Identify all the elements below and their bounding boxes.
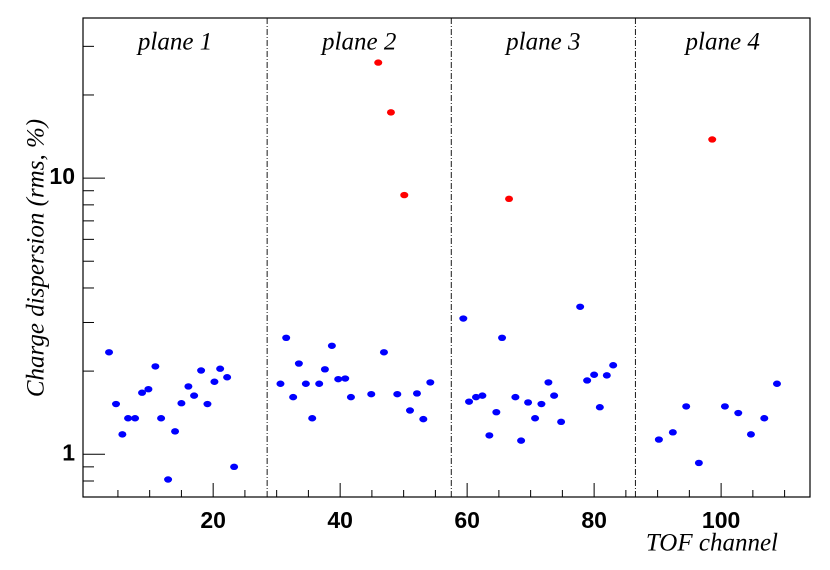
point bbox=[216, 365, 225, 372]
plane-label: plane 1 bbox=[136, 29, 212, 56]
plane-label: plane 3 bbox=[504, 29, 580, 56]
point bbox=[760, 415, 769, 422]
point bbox=[576, 303, 585, 310]
point bbox=[151, 363, 160, 370]
plane-label: plane 4 bbox=[684, 29, 760, 56]
point bbox=[379, 349, 388, 356]
point bbox=[124, 415, 133, 422]
point bbox=[320, 366, 329, 373]
y-axis-title: Charge dispersion (rms, %) bbox=[23, 119, 50, 397]
point bbox=[138, 389, 147, 396]
point bbox=[694, 459, 703, 467]
point bbox=[557, 418, 566, 426]
point bbox=[223, 374, 232, 381]
point bbox=[203, 400, 212, 408]
point bbox=[590, 371, 599, 378]
point bbox=[609, 362, 618, 369]
point bbox=[682, 403, 691, 410]
point bbox=[405, 407, 414, 414]
x-tick-label: 100 bbox=[702, 507, 740, 533]
point bbox=[537, 400, 546, 408]
point bbox=[341, 375, 350, 382]
point bbox=[583, 377, 592, 384]
point bbox=[346, 393, 355, 401]
point bbox=[472, 393, 481, 401]
point bbox=[708, 136, 717, 143]
point bbox=[315, 380, 324, 387]
point bbox=[334, 375, 343, 383]
plot-frame bbox=[82, 17, 811, 498]
point bbox=[419, 415, 428, 423]
point bbox=[602, 372, 611, 379]
point bbox=[492, 408, 501, 416]
point bbox=[157, 415, 166, 422]
point bbox=[459, 315, 468, 322]
point bbox=[230, 463, 239, 471]
point bbox=[544, 379, 553, 386]
point bbox=[164, 476, 173, 483]
point bbox=[393, 390, 402, 398]
point bbox=[517, 437, 526, 444]
point bbox=[485, 432, 494, 439]
point bbox=[308, 415, 317, 422]
point bbox=[171, 428, 180, 435]
point bbox=[505, 195, 514, 203]
point bbox=[465, 398, 474, 405]
point bbox=[105, 349, 114, 356]
point bbox=[511, 393, 520, 401]
y-tick-label: 10 bbox=[49, 163, 75, 189]
plane-label: plane 2 bbox=[320, 29, 396, 56]
point bbox=[144, 385, 153, 393]
x-tick-label: 20 bbox=[200, 507, 226, 533]
point bbox=[131, 415, 140, 422]
point bbox=[301, 380, 310, 387]
point bbox=[478, 392, 487, 399]
x-tick-label: 80 bbox=[581, 507, 607, 533]
point bbox=[498, 334, 507, 342]
point bbox=[668, 429, 677, 436]
point bbox=[367, 390, 376, 398]
point bbox=[595, 404, 604, 411]
point bbox=[386, 109, 395, 116]
point bbox=[294, 360, 303, 367]
point bbox=[282, 334, 291, 342]
point bbox=[190, 392, 199, 399]
point bbox=[289, 393, 298, 401]
point bbox=[118, 431, 127, 438]
point bbox=[374, 59, 383, 66]
point bbox=[772, 380, 781, 387]
point bbox=[720, 403, 729, 410]
point bbox=[400, 191, 409, 199]
x-tick-label: 60 bbox=[454, 507, 480, 533]
point bbox=[210, 378, 219, 385]
point bbox=[746, 431, 755, 438]
x-axis-title: TOF channel bbox=[646, 530, 778, 557]
point bbox=[184, 383, 193, 390]
point bbox=[412, 390, 421, 397]
point bbox=[426, 379, 435, 386]
y-tick-label: 1 bbox=[62, 439, 75, 465]
x-tick-label: 40 bbox=[327, 507, 353, 533]
point bbox=[734, 409, 743, 417]
point bbox=[531, 415, 540, 422]
point bbox=[654, 436, 663, 443]
point bbox=[550, 392, 559, 399]
point bbox=[177, 400, 186, 407]
point bbox=[327, 342, 336, 349]
point bbox=[197, 367, 206, 374]
point bbox=[112, 400, 121, 408]
point bbox=[276, 380, 285, 387]
point bbox=[524, 399, 533, 406]
